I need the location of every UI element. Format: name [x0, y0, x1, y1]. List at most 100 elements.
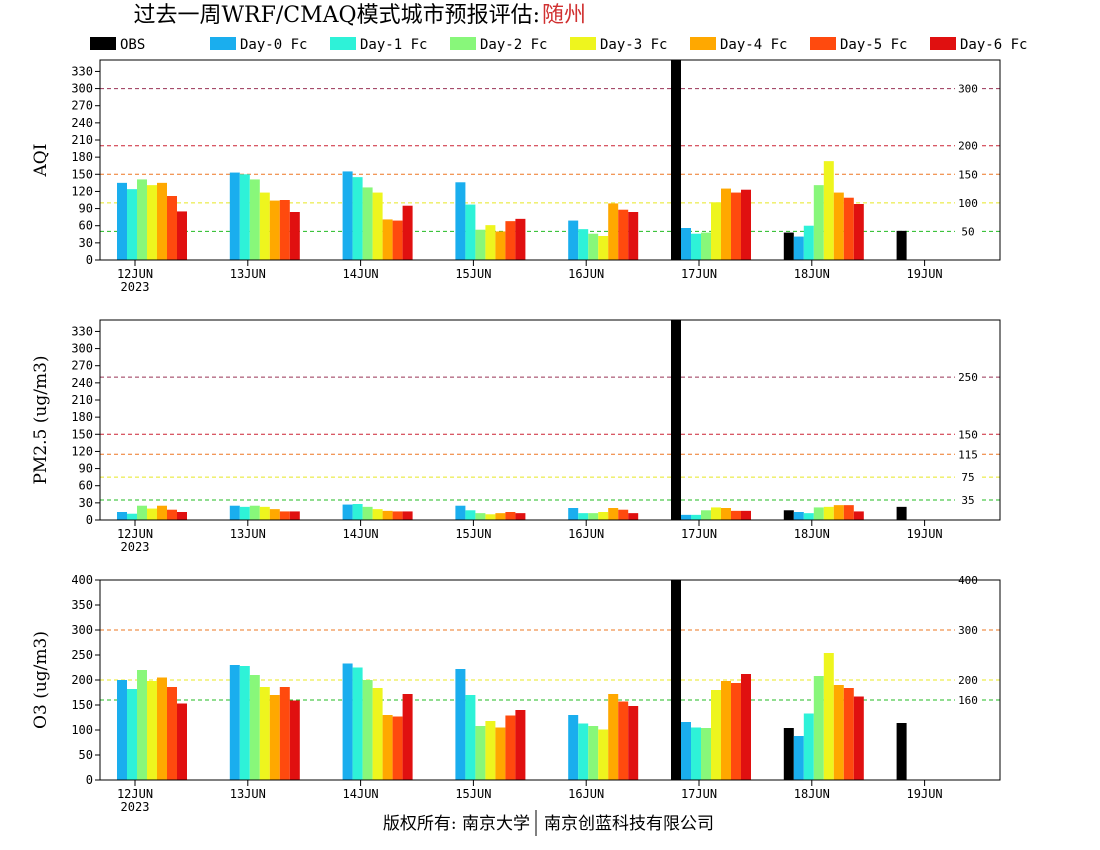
bar: [813, 507, 824, 520]
footer-company: 南京创蓝科技有限公司: [544, 814, 714, 834]
y-tick-label: 350: [71, 598, 93, 612]
chart-panel: 300 200 150 100 50 0 30 60 90 120 150 180 210 240 270 3…: [31, 59, 1001, 294]
bar: [392, 716, 403, 780]
bar: [568, 715, 579, 780]
bar: [117, 512, 127, 520]
bar: [269, 200, 280, 260]
y-tick-label: 150: [71, 698, 93, 712]
bar: [783, 510, 794, 520]
bar: [177, 512, 187, 520]
y-tick-label: 250: [71, 648, 93, 662]
reference-label-bg: [955, 225, 981, 238]
bar: [147, 681, 157, 780]
bar: [691, 727, 701, 780]
legend-label: Day-6 Fc: [960, 37, 1027, 53]
y-tick-label: 150: [71, 167, 93, 181]
reference-label-bg: [955, 428, 981, 441]
legend-item: Day-2 Fc: [450, 37, 547, 53]
bar: [259, 192, 270, 260]
bar: [147, 185, 157, 260]
y-tick-label: 0: [86, 253, 93, 267]
bar: [681, 228, 691, 260]
reference-label: 50: [961, 225, 974, 238]
legend-label: OBS: [120, 37, 145, 53]
bar: [465, 510, 476, 520]
bar: [896, 506, 907, 520]
bar: [382, 715, 393, 780]
x-tick-label: 13JUN: [230, 527, 266, 541]
y-tick-label: 60: [79, 219, 93, 233]
legend-swatch: [570, 37, 596, 50]
reference-label-bg: [955, 471, 981, 484]
y-tick-label: 240: [71, 116, 93, 130]
legend: OBS Day-0 Fc Day-1 Fc Day-2 Fc Day-3 Fc Day-4…: [90, 37, 1027, 53]
bar: [455, 669, 466, 780]
bar: [731, 192, 741, 260]
y-tick-label: 300: [71, 623, 93, 637]
bar: [721, 188, 731, 260]
bar: [793, 512, 804, 520]
bar: [157, 505, 167, 520]
y-tick-label: 180: [71, 410, 93, 424]
bar: [588, 726, 599, 780]
chart-panel: 250 150 115 75 35 0 30 60 90 120 150 180 210 240 270 30…: [31, 319, 1001, 554]
y-tick-label: 270: [71, 99, 93, 113]
reference-label: 115: [958, 448, 978, 461]
bar: [455, 505, 466, 520]
legend-label: Day-4 Fc: [720, 37, 787, 53]
bar: [352, 667, 363, 780]
bar: [853, 204, 864, 260]
bar: [157, 677, 167, 780]
y-tick-label: 200: [71, 673, 93, 687]
bar: [853, 696, 864, 780]
y-tick-label: 0: [86, 773, 93, 787]
reference-label-bg: [955, 624, 981, 636]
bar: [167, 509, 177, 520]
bar: [608, 508, 619, 520]
y-tick-label: 150: [71, 427, 93, 441]
reference-label-bg: [955, 168, 981, 181]
chart-panel: 40030020016005010015020025030035040012JU…: [31, 573, 1001, 814]
bar: [239, 506, 250, 520]
bar: [793, 236, 804, 260]
x-tick-label: 15JUN: [455, 527, 491, 541]
x-tick-label: 17JUN: [681, 267, 717, 281]
y-tick-label: 400: [71, 573, 93, 587]
bar: [783, 728, 794, 780]
bar: [239, 174, 250, 260]
bar: [701, 510, 711, 520]
bar: [701, 232, 711, 260]
bar: [249, 505, 260, 520]
bar: [279, 687, 290, 780]
bar: [382, 219, 393, 260]
legend-item: Day-5 Fc: [810, 37, 907, 53]
x-tick-label: 18JUN: [794, 527, 830, 541]
bar: [392, 511, 403, 520]
bar: [741, 674, 751, 780]
x-tick-label: 14JUN: [343, 527, 379, 541]
bar: [721, 681, 731, 780]
bar: [177, 211, 187, 260]
legend-item: OBS: [90, 37, 145, 53]
legend-swatch: [210, 37, 236, 50]
bar: [352, 504, 363, 520]
y-tick-label: 0: [86, 513, 93, 527]
bar: [157, 182, 167, 260]
reference-label: 250: [958, 371, 978, 384]
x-year-label: 2023: [121, 540, 150, 554]
bar: [515, 218, 526, 260]
bar: [505, 715, 516, 780]
bar: [279, 200, 290, 260]
x-tick-label: 12JUN: [117, 267, 153, 281]
bar: [475, 726, 486, 780]
bar: [362, 187, 373, 260]
bar: [598, 512, 609, 520]
legend-swatch: [330, 37, 356, 50]
bar: [671, 320, 681, 520]
legend-label: Day-5 Fc: [840, 37, 907, 53]
footer-copyright: 版权所有: 南京大学: [383, 814, 530, 834]
reference-label: 300: [958, 83, 978, 96]
bar: [137, 179, 147, 260]
x-year-label: 2023: [121, 800, 150, 814]
bar: [229, 505, 240, 520]
